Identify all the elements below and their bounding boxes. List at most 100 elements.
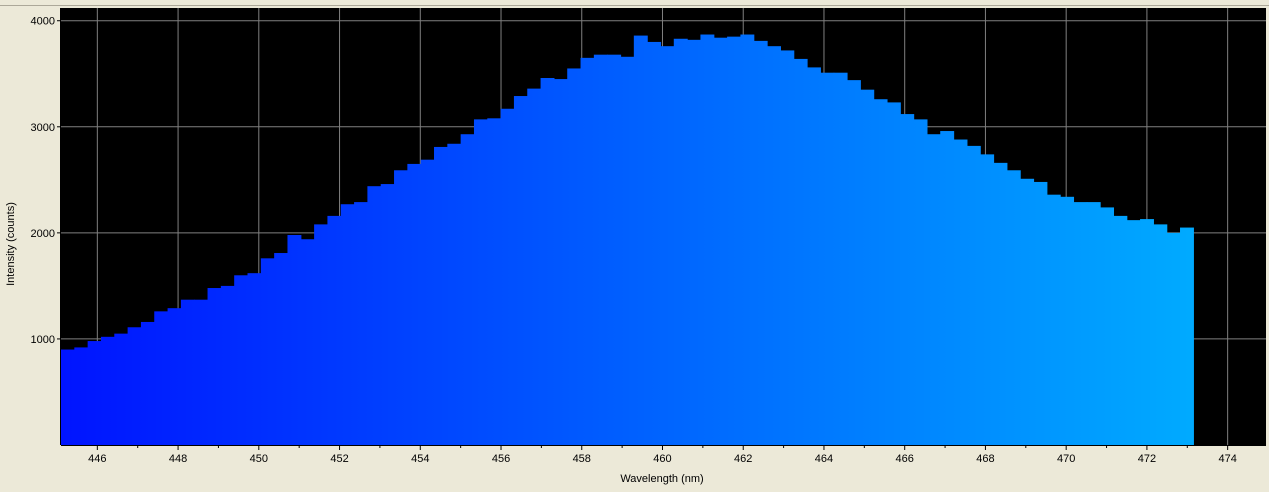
spectrum-bar: [340, 204, 355, 445]
spectrum-bar: [407, 163, 422, 446]
spectrum-bar: [513, 96, 528, 445]
spectrum-bar: [1046, 194, 1061, 445]
spectrum-bar: [647, 41, 662, 445]
spectrum-bar: [527, 88, 542, 446]
x-tick-label: 462: [734, 453, 752, 465]
x-tick-label: 458: [573, 453, 591, 465]
spectrum-bar: [846, 80, 861, 445]
y-tick-label: 1000: [31, 334, 55, 346]
spectrum-bar: [620, 56, 635, 445]
y-tick-label: 4000: [31, 16, 55, 28]
spectrum-bar: [860, 89, 875, 446]
spectrum-bar: [1153, 224, 1168, 445]
spectrum-bar: [873, 99, 888, 445]
spectrum-bar: [1086, 202, 1101, 445]
x-tick-label: 464: [815, 453, 833, 465]
spectrum-bar: [194, 299, 209, 445]
spectrum-bar: [953, 139, 968, 445]
spectrum-bar: [247, 273, 262, 445]
spectrum-bar: [673, 38, 688, 445]
x-tick-label: 472: [1138, 453, 1156, 465]
x-tick-label: 452: [330, 453, 348, 465]
spectrum-bar: [553, 79, 568, 445]
spectrum-bar: [487, 118, 502, 445]
spectrum-bar: [473, 119, 488, 446]
spectrum-bar: [926, 134, 941, 445]
spectrum-bar: [687, 39, 702, 445]
spectrum-bar: [1006, 170, 1021, 445]
window-top-border: [0, 0, 1269, 6]
x-tick-label: 446: [88, 453, 106, 465]
spectrum-bar: [354, 202, 368, 445]
spectrum-bar: [593, 54, 608, 446]
spectrum-bar: [154, 311, 169, 445]
y-axis-label: Intensity (counts): [5, 202, 17, 286]
spectrum-bar: [114, 333, 129, 445]
spectrum-bar: [886, 102, 901, 446]
spectrum-bar: [820, 72, 835, 445]
spectrum-bar: [74, 347, 89, 445]
spectrum-bar: [607, 54, 622, 446]
spectrum-bar: [1180, 227, 1194, 445]
spectrum-bar: [167, 308, 182, 445]
spectrum-bar: [1033, 181, 1048, 445]
spectrum-bar: [300, 239, 315, 445]
spectrum-bar: [966, 145, 981, 445]
spectrum-bar: [1126, 220, 1141, 445]
x-tick-label: 468: [976, 453, 994, 465]
x-axis-label: Wavelength (nm): [620, 473, 703, 485]
spectrum-bar: [287, 234, 302, 445]
spectrum-bar: [1166, 232, 1181, 445]
spectrum-bar: [327, 215, 342, 445]
axes: [57, 8, 1266, 450]
x-tick-label: 448: [169, 453, 187, 465]
spectrum-bar: [567, 68, 582, 446]
spectrum-bar: [833, 72, 848, 445]
spectrum-bar: [274, 253, 289, 445]
spectrum-bar: [1140, 219, 1154, 445]
spectrum-bar: [540, 78, 555, 445]
tick-labels: 446 448 450 452 454 456 458 460 462 464 466 468 470 4…: [31, 16, 1237, 465]
spectrum-bar: [727, 36, 741, 445]
y-tick-label: 2000: [31, 228, 55, 240]
spectrum-bar: [420, 159, 435, 445]
spectrum-bar: [260, 258, 275, 445]
spectrum-bar: [740, 34, 755, 446]
x-tick-label: 474: [1218, 453, 1236, 465]
x-tick-label: 466: [896, 453, 914, 465]
spectrum-bar: [713, 37, 728, 445]
x-tick-label: 456: [492, 453, 510, 465]
spectrum-bar: [900, 114, 915, 445]
spectrum-bar: [380, 184, 395, 445]
y-tick-label: 3000: [31, 122, 55, 134]
spectrum-bar: [633, 35, 648, 445]
spectrum-bar: [1100, 207, 1115, 445]
spectrum-bar: [61, 349, 75, 445]
spectrum-bar: [767, 46, 781, 446]
spectrum-bar: [367, 186, 382, 445]
spectrum-bar: [234, 275, 249, 445]
spectrum-bar: [1113, 215, 1128, 445]
spectrum-bar: [314, 224, 329, 445]
spectrum-bar: [140, 321, 155, 445]
x-tick-label: 470: [1057, 453, 1075, 465]
spectrum-bar: [460, 134, 475, 445]
spectrum-bar: [993, 162, 1008, 446]
spectrum-bar: [500, 108, 515, 445]
spectrum-bar: [940, 131, 955, 446]
spectrum-bar: [180, 299, 195, 445]
spectrum-bar: [87, 341, 102, 445]
spectrum-bars: [61, 34, 1194, 446]
x-tick-label: 454: [411, 453, 429, 465]
x-tick-label: 450: [250, 453, 268, 465]
spectrum-bar: [700, 34, 715, 446]
spectrum-bar: [434, 146, 448, 445]
spectrum-bar: [660, 46, 675, 446]
spectrum-bar: [1060, 196, 1075, 445]
x-tick-label: 460: [653, 453, 671, 465]
spectrum-bar: [394, 170, 408, 445]
spectrum-bar: [127, 327, 142, 445]
spectrum-bar: [980, 154, 995, 445]
spectrum-bar: [100, 336, 115, 445]
